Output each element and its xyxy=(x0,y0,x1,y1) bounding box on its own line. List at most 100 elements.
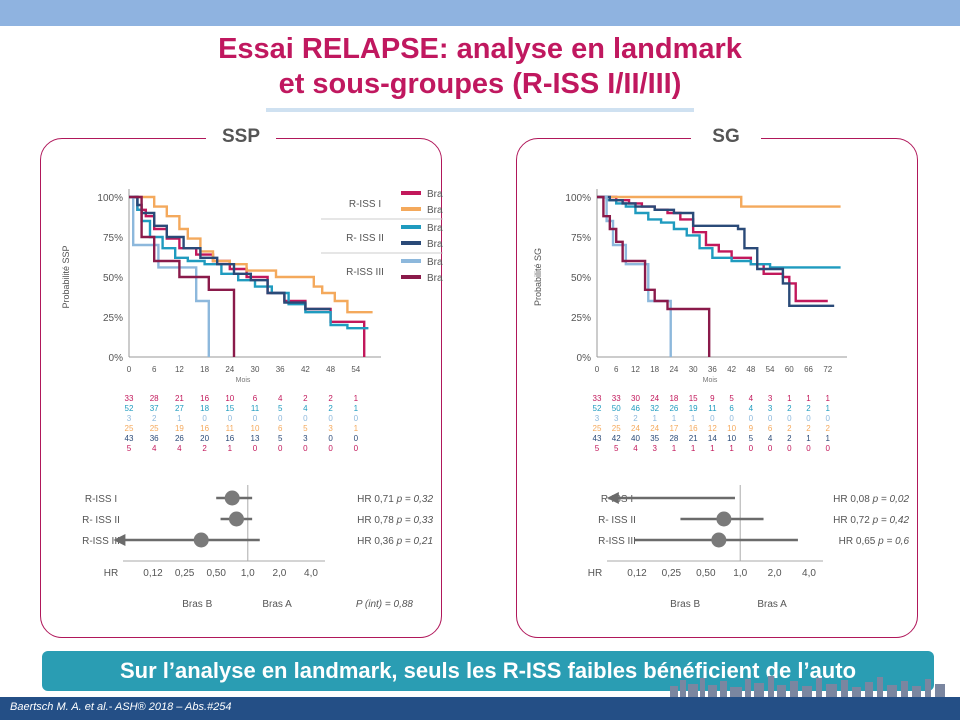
y-tick-label: 25% xyxy=(103,313,123,324)
forest-hr-text: HR 0,72 p = 0,42 xyxy=(833,515,909,526)
km-curve xyxy=(129,195,369,330)
risk-table-cell: 4 xyxy=(749,394,754,403)
km-curve xyxy=(597,195,841,208)
risk-table-cell: 10 xyxy=(727,434,736,443)
forest-hr-axis-label: HR xyxy=(104,568,118,579)
forest-point xyxy=(711,532,727,548)
forest-right-label: Bras A xyxy=(262,599,292,610)
p-value: p = 0,33 xyxy=(396,515,434,526)
x-tick-label: 42 xyxy=(301,365,310,374)
risk-table-cell: 24 xyxy=(650,424,659,433)
risk-table-cell: 9 xyxy=(749,424,754,433)
forest-tick-label: 4,0 xyxy=(802,568,816,579)
risk-table-cell: 11 xyxy=(708,404,717,413)
y-tick-label: 75% xyxy=(103,233,123,244)
risk-table-cell: 4 xyxy=(152,444,157,453)
forest-tick-label: 0,12 xyxy=(627,568,647,579)
risk-table-cell: 6 xyxy=(729,404,734,413)
forest-hr-text: HR 0,71 p = 0,32 xyxy=(357,494,433,505)
legend-entry-label: Bras A xyxy=(427,257,443,268)
y-tick-label: 75% xyxy=(571,233,591,244)
forest-hr-text: HR 0,65 p = 0,6 xyxy=(839,536,910,547)
risk-table-cell: 1 xyxy=(806,394,811,403)
x-tick-label: 36 xyxy=(276,365,285,374)
risk-table-cell: 3 xyxy=(595,414,600,423)
risk-table-cell: 0 xyxy=(253,414,258,423)
hr-value: HR 0,65 xyxy=(839,536,878,547)
forest-row-label: R- ISS II xyxy=(82,515,120,526)
x-tick-label: 6 xyxy=(614,365,619,374)
risk-table-cell: 2 xyxy=(202,444,207,453)
x-tick-label: 48 xyxy=(746,365,755,374)
x-tick-label: 54 xyxy=(766,365,775,374)
risk-table-cell: 33 xyxy=(125,394,134,403)
risk-table-cell: 2 xyxy=(826,424,831,433)
forest-tick-label: 2,0 xyxy=(768,568,782,579)
risk-table-cell: 1 xyxy=(826,404,831,413)
forest-tick-label: 1,0 xyxy=(241,568,255,579)
risk-table-cell: 2 xyxy=(806,424,811,433)
risk-table-cell: 5 xyxy=(749,434,754,443)
risk-table-cell: 1 xyxy=(354,394,359,403)
risk-table-cell: 0 xyxy=(806,444,811,453)
risk-table-cell: 43 xyxy=(593,434,602,443)
risk-table-cell: 0 xyxy=(768,444,773,453)
risk-table-cell: 2 xyxy=(328,404,333,413)
risk-table-cell: 21 xyxy=(689,434,698,443)
risk-table-cell: 27 xyxy=(175,404,184,413)
risk-table-cell: 13 xyxy=(251,434,260,443)
risk-table-cell: 11 xyxy=(251,404,260,413)
risk-table-cell: 30 xyxy=(631,394,640,403)
risk-table-cell: 10 xyxy=(251,424,260,433)
ssp-panel-title: SSP xyxy=(206,126,276,148)
km-curve xyxy=(129,195,236,357)
hr-value: HR 0,78 xyxy=(357,515,396,526)
risk-table-cell: 18 xyxy=(200,404,209,413)
risk-table-cell: 0 xyxy=(328,434,333,443)
y-tick-label: 50% xyxy=(103,273,123,284)
legend-group-label: R-ISS I xyxy=(349,199,381,210)
risk-table-cell: 5 xyxy=(729,394,734,403)
p-value: p = 0,6 xyxy=(877,536,909,547)
y-tick-label: 25% xyxy=(571,313,591,324)
risk-table-cell: 10 xyxy=(727,424,736,433)
footer-bar: Baertsch M. A. et al.- ASH® 2018 – Abs.#… xyxy=(0,697,960,720)
risk-table-cell: 3 xyxy=(614,414,619,423)
x-tick-label: 12 xyxy=(631,365,640,374)
forest-point xyxy=(224,490,240,506)
x-tick-label: 18 xyxy=(200,365,209,374)
forest-tick-label: 0,12 xyxy=(143,568,163,579)
hr-value: HR 0,08 xyxy=(833,494,872,505)
forest-point xyxy=(193,532,209,548)
forest-tick-label: 0,50 xyxy=(206,568,226,579)
x-axis-label: Mois xyxy=(236,377,251,384)
risk-table-cell: 0 xyxy=(749,444,754,453)
x-tick-label: 30 xyxy=(251,365,260,374)
risk-table-cell: 1 xyxy=(672,444,677,453)
risk-table-cell: 15 xyxy=(225,404,234,413)
risk-table-cell: 25 xyxy=(593,424,602,433)
legend-entry-label: Bras B xyxy=(427,205,443,216)
x-tick-label: 0 xyxy=(127,365,132,374)
x-tick-label: 12 xyxy=(175,365,184,374)
hr-value: HR 0,72 xyxy=(833,515,872,526)
forest-arrow-left xyxy=(113,534,126,546)
risk-table-cell: 16 xyxy=(200,424,209,433)
risk-table-cell: 1 xyxy=(710,444,715,453)
x-tick-label: 48 xyxy=(326,365,335,374)
risk-table-cell: 3 xyxy=(652,444,657,453)
risk-table-cell: 32 xyxy=(650,404,659,413)
legend-entry-label: Bras B xyxy=(427,273,443,284)
risk-table-cell: 26 xyxy=(175,434,184,443)
legend-group-label: R- ISS II xyxy=(346,233,384,244)
km-curve xyxy=(129,195,366,357)
legend-entry-label: Bras B xyxy=(427,239,443,250)
x-tick-label: 72 xyxy=(823,365,832,374)
risk-table-cell: 4 xyxy=(303,404,308,413)
y-axis-label: Probabilité SG xyxy=(533,248,543,306)
forest-tick-label: 0,25 xyxy=(175,568,195,579)
risk-table-cell: 4 xyxy=(749,404,754,413)
risk-table-cell: 35 xyxy=(650,434,659,443)
risk-table-cell: 5 xyxy=(278,404,283,413)
